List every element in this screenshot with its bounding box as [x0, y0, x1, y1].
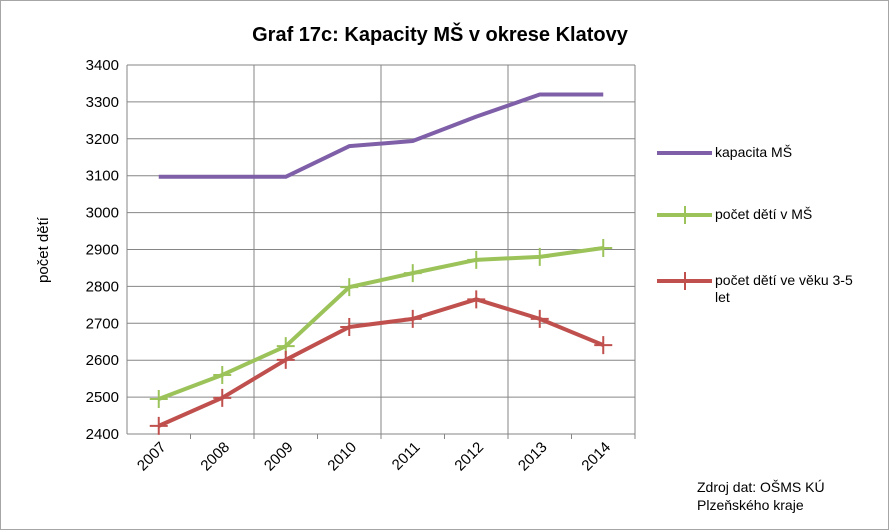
y-tick-label: 2800 — [86, 278, 119, 295]
y-tick-label: 3000 — [86, 205, 119, 222]
point-marker — [467, 250, 486, 269]
series-line — [158, 92, 604, 179]
y-tick-label: 3400 — [86, 57, 119, 74]
point-marker — [340, 278, 359, 297]
y-tick-label: 2900 — [86, 242, 119, 259]
point-marker — [594, 239, 613, 258]
y-tick-label: 3300 — [86, 94, 119, 111]
y-tick-label: 3100 — [86, 168, 119, 185]
legend-marker — [676, 206, 694, 224]
y-tick-label: 3200 — [86, 131, 119, 148]
point-marker — [213, 365, 232, 384]
point-marker — [149, 416, 168, 435]
point-marker — [530, 247, 549, 266]
series-line — [158, 246, 604, 401]
point-marker — [403, 264, 422, 283]
y-tick-label: 2700 — [86, 315, 119, 332]
series-line — [157, 297, 605, 428]
y-axis-label: počet dětí — [35, 216, 52, 283]
legend-marker — [676, 272, 694, 290]
y-tick-label: 2600 — [86, 352, 119, 369]
chart-title: Graf 17c: Kapacity MŠ v okrese Klatovy — [252, 22, 629, 46]
legend-label: kapacita MŠ — [715, 144, 793, 160]
y-tick-label: 2400 — [86, 426, 119, 443]
point-marker — [213, 388, 232, 407]
point-marker — [403, 309, 422, 328]
point-marker — [340, 317, 359, 336]
point-marker — [594, 336, 613, 355]
source-note: Zdroj dat: OŠMS KÚ Plzeňského kraje — [697, 479, 825, 513]
point-marker — [149, 389, 168, 408]
point-marker — [530, 309, 549, 328]
point-marker — [276, 350, 295, 369]
point-marker — [467, 290, 486, 309]
legend-label: počet dětí ve věku 3-5 let — [715, 272, 853, 305]
y-tick-label: 2500 — [86, 389, 119, 406]
legend-label: počet dětí v MŠ — [715, 206, 813, 222]
